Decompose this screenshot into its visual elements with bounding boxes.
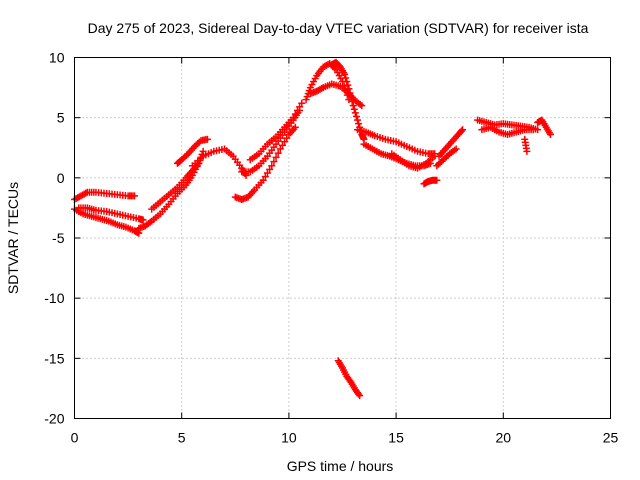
data-point <box>276 145 284 153</box>
y-tick-label: 5 <box>57 110 65 126</box>
series-sat-track-3 <box>75 204 147 224</box>
data-point <box>350 105 358 113</box>
data-point <box>349 102 357 110</box>
data-point <box>263 169 271 177</box>
series-sat-track-15 <box>354 126 439 158</box>
data-point <box>272 153 280 161</box>
series-sat-track-24 <box>521 135 531 155</box>
data-point <box>356 392 364 400</box>
data-point <box>457 127 465 135</box>
y-tick-label: 10 <box>49 50 65 66</box>
data-point <box>351 109 359 117</box>
data-point <box>459 126 467 134</box>
data-point <box>523 147 531 155</box>
data-point <box>289 114 297 122</box>
series-sat-track-10 <box>246 99 306 164</box>
data-point <box>355 390 363 398</box>
series-sat-track-5 <box>148 159 203 213</box>
y-tick-label: -15 <box>44 350 64 366</box>
data-point <box>139 216 147 224</box>
data-point <box>341 70 349 78</box>
x-tick-label: 0 <box>71 430 79 446</box>
data-point <box>259 176 267 184</box>
data-point <box>354 116 362 124</box>
series-sat-track-7 <box>188 145 250 179</box>
x-tick-label: 5 <box>178 430 186 446</box>
y-tick-label: -20 <box>44 411 64 427</box>
data-point <box>546 131 554 139</box>
data-point <box>343 78 351 86</box>
data-point <box>293 106 301 114</box>
data-point <box>281 138 289 146</box>
data-point <box>131 192 139 200</box>
series-sat-track-8 <box>231 123 299 203</box>
data-point <box>346 89 354 97</box>
data-point <box>268 162 276 170</box>
y-axis-label: SDTVAR / TECUs <box>5 182 21 294</box>
x-tick-label: 25 <box>603 430 619 446</box>
data-point <box>347 93 355 101</box>
data-point <box>274 149 282 157</box>
data-point <box>355 120 363 128</box>
data-point <box>296 103 304 111</box>
data-point <box>529 126 537 134</box>
data-point <box>358 102 366 110</box>
series-sat-track-19 <box>435 126 467 160</box>
data-point <box>352 112 360 120</box>
data-point <box>298 99 306 107</box>
series-sat-track-18 <box>420 176 441 188</box>
data-point <box>270 158 278 166</box>
x-tick-label: 15 <box>388 430 404 446</box>
data-point <box>291 110 299 118</box>
series-sat-track-23 <box>534 116 554 139</box>
data-point <box>345 85 353 93</box>
x-axis-label: GPS time / hours <box>287 458 394 474</box>
series-sat-track-14 <box>334 357 364 400</box>
data-point <box>348 97 356 105</box>
y-tick-label: 0 <box>57 170 65 186</box>
data-point <box>283 134 291 142</box>
series-sat-track-2 <box>71 205 143 237</box>
series-sat-track-17 <box>388 150 439 172</box>
data-point <box>261 173 269 181</box>
axis-ticks: 0 5 10 15 20 25 -20 -15 -10 -5 0 5 10 <box>44 50 618 446</box>
x-tick-label: 20 <box>496 430 512 446</box>
chart-title: Day 275 of 2023, Sidereal Day-to-day VTE… <box>88 20 589 36</box>
series-sat-track-1 <box>71 188 139 203</box>
data-point <box>291 123 299 131</box>
data-point <box>342 74 350 82</box>
data-point <box>266 165 274 173</box>
series-sat-track-22 <box>478 123 537 139</box>
y-tick-label: -10 <box>44 290 64 306</box>
y-tick-label: -5 <box>52 230 65 246</box>
data-points <box>71 58 554 400</box>
data-point <box>452 145 460 153</box>
grid-lines <box>74 57 611 419</box>
data-point <box>203 135 211 143</box>
data-point <box>278 141 286 149</box>
data-point <box>344 81 352 89</box>
series-sat-track-13 <box>328 58 368 143</box>
x-tick-label: 10 <box>281 430 297 446</box>
series-sat-track-6 <box>173 135 211 167</box>
data-point <box>433 176 441 184</box>
series-sat-track-20 <box>433 145 460 170</box>
